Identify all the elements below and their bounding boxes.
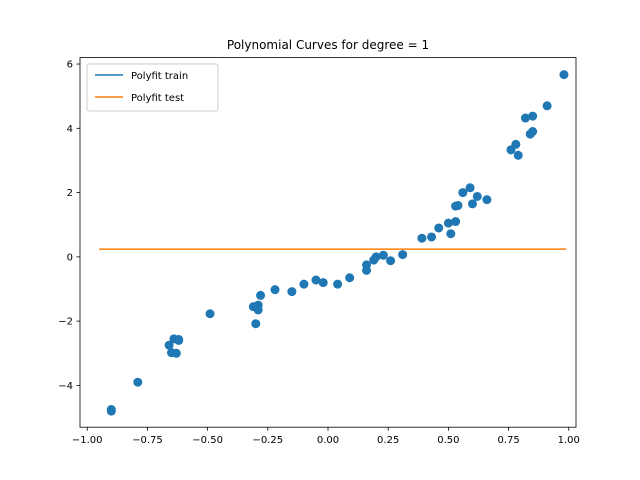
chart-title: Polynomial Curves for degree = 1	[227, 38, 429, 52]
x-tick-label: 0.00	[317, 435, 339, 446]
x-tick-label: −0.25	[252, 435, 283, 446]
data-point	[520, 113, 530, 123]
data-point	[174, 334, 184, 344]
data-point	[253, 305, 263, 315]
data-point	[256, 290, 266, 300]
data-point	[467, 199, 477, 209]
data-point	[528, 127, 538, 137]
x-tick-label: 0.75	[497, 435, 519, 446]
data-point	[446, 229, 456, 239]
data-point	[434, 223, 444, 233]
data-point	[417, 233, 427, 243]
data-point	[345, 273, 355, 283]
legend-label: Polyfit train	[131, 71, 188, 82]
data-point	[299, 279, 309, 289]
data-point	[528, 111, 538, 121]
data-point	[106, 406, 116, 416]
legend: Polyfit train Polyfit test	[86, 63, 219, 112]
y-tick-label: 0	[67, 252, 73, 263]
y-axis: −4 −2 0 2 4 6	[58, 60, 80, 392]
data-point	[205, 309, 215, 319]
data-point	[443, 218, 453, 228]
data-point	[472, 191, 482, 201]
data-point	[287, 287, 297, 297]
data-point	[453, 200, 463, 210]
data-point	[427, 232, 437, 242]
data-point	[482, 195, 492, 205]
data-point	[270, 285, 280, 295]
data-point	[398, 250, 408, 260]
x-tick-label: −1.00	[72, 435, 103, 446]
y-tick-label: 6	[67, 60, 73, 71]
data-point	[378, 250, 388, 260]
legend-label: Polyfit test	[131, 93, 184, 104]
x-tick-label: 1.00	[558, 435, 580, 446]
x-tick-label: 0.50	[437, 435, 459, 446]
data-point	[465, 183, 475, 193]
data-point	[333, 279, 343, 289]
data-point	[451, 217, 461, 227]
y-tick-label: 2	[67, 188, 73, 199]
x-tick-label: −0.75	[132, 435, 163, 446]
plot-frame	[79, 57, 577, 428]
data-point	[511, 139, 521, 149]
y-tick-label: −2	[58, 317, 73, 328]
data-point	[362, 265, 372, 275]
data-point	[559, 70, 569, 80]
data-point	[318, 278, 328, 288]
x-tick-label: −0.50	[192, 435, 223, 446]
data-point	[164, 340, 174, 350]
y-tick-label: 4	[67, 124, 73, 135]
data-point	[513, 150, 523, 160]
data-point	[386, 256, 396, 266]
data-point	[251, 319, 261, 329]
data-point	[133, 377, 143, 387]
x-tick-label: 0.25	[377, 435, 399, 446]
data-point	[542, 101, 552, 111]
y-tick-label: −4	[58, 381, 73, 392]
x-axis: −1.00 −0.75 −0.50 −0.25 0.00 0.25 0.50 0.75 1.00	[72, 427, 580, 446]
plot-area	[99, 70, 569, 416]
data-point	[311, 275, 321, 285]
data-point	[371, 252, 381, 262]
data-point	[458, 188, 468, 198]
data-point	[171, 348, 181, 358]
